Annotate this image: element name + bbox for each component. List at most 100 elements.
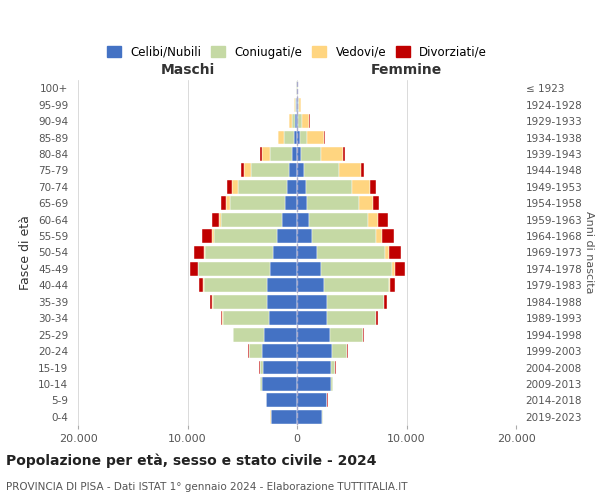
Bar (204, 246, 205, 260)
Bar (321, 262, 392, 276)
Bar (296, 98, 297, 112)
Bar (297, 262, 321, 276)
Bar (294, 130, 297, 144)
Text: Femmine: Femmine (371, 62, 442, 76)
Bar (289, 114, 292, 128)
Bar (244, 164, 251, 177)
Bar (221, 196, 226, 210)
Bar (262, 344, 297, 358)
Bar (221, 212, 281, 226)
Bar (297, 394, 326, 407)
Bar (251, 164, 289, 177)
Bar (297, 311, 326, 325)
Bar (317, 246, 385, 260)
Bar (199, 278, 203, 292)
Bar (249, 344, 262, 358)
Bar (321, 147, 343, 161)
Bar (297, 147, 301, 161)
Legend: Celibi/Nubili, Coniugati/e, Vedovi/e, Divorziati/e: Celibi/Nubili, Coniugati/e, Vedovi/e, Di… (102, 41, 492, 64)
Bar (376, 229, 382, 243)
Bar (297, 410, 322, 424)
Bar (300, 130, 307, 144)
Bar (212, 212, 219, 226)
Bar (241, 164, 244, 177)
Bar (263, 360, 297, 374)
Bar (309, 212, 368, 226)
Bar (295, 98, 296, 112)
Bar (301, 147, 321, 161)
Bar (298, 114, 302, 128)
Bar (197, 262, 199, 276)
Bar (297, 295, 326, 309)
Bar (326, 394, 328, 407)
Bar (330, 328, 363, 342)
Bar (297, 344, 332, 358)
Bar (324, 130, 325, 144)
Bar (297, 180, 306, 194)
Bar (332, 344, 347, 358)
Bar (294, 98, 295, 112)
Bar (395, 262, 405, 276)
Bar (331, 360, 335, 374)
Bar (281, 212, 297, 226)
Bar (271, 410, 297, 424)
Bar (297, 212, 309, 226)
Bar (277, 229, 297, 243)
Bar (297, 328, 330, 342)
Bar (209, 295, 212, 309)
Bar (205, 246, 273, 260)
Bar (298, 98, 299, 112)
Bar (204, 278, 268, 292)
Bar (384, 295, 387, 309)
Bar (338, 164, 361, 177)
Bar (297, 130, 300, 144)
Bar (292, 147, 297, 161)
Bar (297, 114, 298, 128)
Y-axis label: Anni di nascita: Anni di nascita (584, 211, 593, 294)
Bar (389, 278, 390, 292)
Bar (287, 180, 297, 194)
Bar (238, 180, 287, 194)
Bar (284, 130, 294, 144)
Bar (266, 394, 297, 407)
Bar (392, 262, 395, 276)
Y-axis label: Fasce di età: Fasce di età (19, 215, 32, 290)
Bar (297, 164, 304, 177)
Bar (233, 328, 264, 342)
Bar (262, 377, 297, 391)
Bar (285, 196, 297, 210)
Bar (307, 196, 359, 210)
Text: Maschi: Maschi (160, 62, 215, 76)
Bar (325, 278, 389, 292)
Bar (343, 147, 345, 161)
Bar (289, 164, 297, 177)
Bar (297, 229, 313, 243)
Bar (232, 180, 238, 194)
Bar (212, 295, 268, 309)
Bar (359, 196, 373, 210)
Bar (295, 114, 297, 128)
Bar (260, 147, 262, 161)
Bar (326, 295, 383, 309)
Bar (278, 130, 284, 144)
Bar (230, 196, 285, 210)
Bar (331, 377, 333, 391)
Bar (363, 328, 364, 342)
Bar (368, 212, 378, 226)
Bar (389, 246, 401, 260)
Bar (382, 229, 394, 243)
Bar (226, 196, 230, 210)
Bar (264, 328, 297, 342)
Bar (297, 98, 298, 112)
Bar (378, 212, 388, 226)
Bar (297, 278, 325, 292)
Bar (221, 311, 223, 325)
Bar (361, 164, 364, 177)
Bar (297, 360, 331, 374)
Bar (299, 98, 301, 112)
Bar (268, 278, 297, 292)
Bar (269, 262, 297, 276)
Bar (307, 130, 324, 144)
Bar (292, 114, 295, 128)
Bar (260, 377, 262, 391)
